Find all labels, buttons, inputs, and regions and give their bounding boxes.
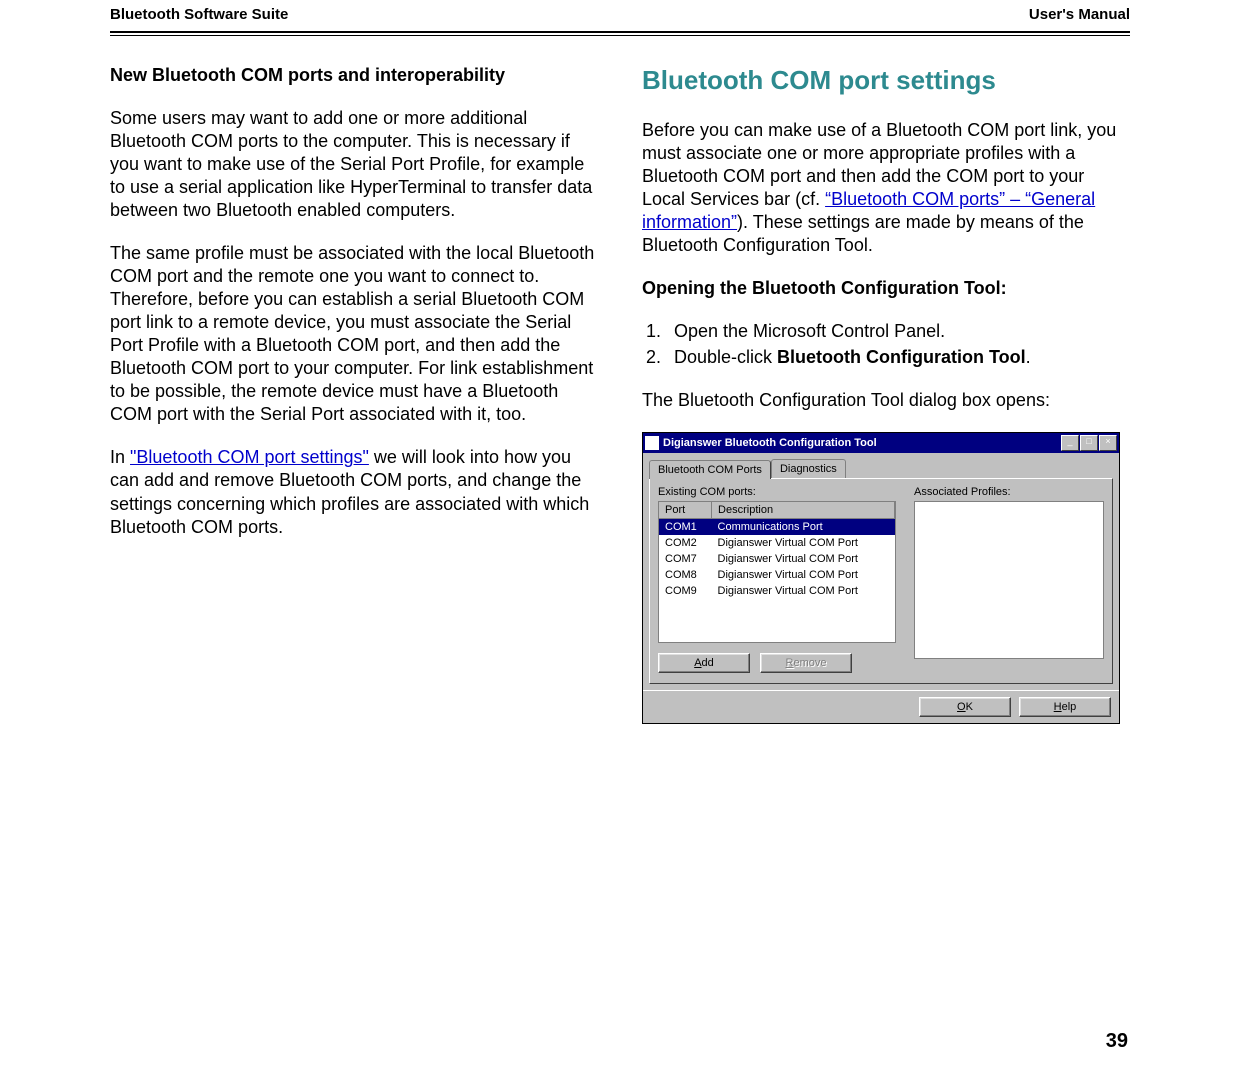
minimize-button[interactable]: _ — [1061, 435, 1079, 451]
right-p1: Before you can make use of a Bluetooth C… — [642, 119, 1130, 257]
tab-com-ports[interactable]: Bluetooth COM Ports — [649, 460, 771, 479]
table-row[interactable]: COM2 Digianswer Virtual COM Port — [659, 535, 895, 551]
ok-button[interactable]: OK — [919, 697, 1011, 717]
cell-desc: Communications Port — [712, 518, 895, 535]
open-heading: Opening the Bluetooth Configuration Tool… — [642, 277, 1130, 300]
field-row: Existing COM ports: Port Description — [658, 485, 1104, 673]
profiles-label: Associated Profiles: — [914, 485, 1104, 499]
existing-label: Existing COM ports: — [658, 485, 896, 499]
header-rule-inner — [110, 35, 1130, 36]
header-left: Bluetooth Software Suite — [110, 6, 288, 23]
tab-diagnostics[interactable]: Diagnostics — [771, 459, 846, 478]
cell-port: COM8 — [659, 567, 712, 583]
com-ports-list[interactable]: Port Description COM1 Communications Por — [658, 501, 896, 643]
add-remove-row: Add Remove — [658, 653, 896, 673]
table-row[interactable]: COM7 Digianswer Virtual COM Port — [659, 551, 895, 567]
header-rule-outer — [110, 31, 1130, 33]
col-port[interactable]: Port — [659, 502, 712, 519]
content-columns: New Bluetooth COM ports and interoperabi… — [110, 64, 1130, 724]
left-heading: New Bluetooth COM ports and interoperabi… — [110, 64, 598, 87]
com-ports-table: Port Description COM1 Communications Por — [659, 502, 895, 599]
steps-list: Open the Microsoft Control Panel. Double… — [642, 320, 1130, 368]
window-controls: _ □ × — [1061, 435, 1117, 451]
page-number: 39 — [1106, 1030, 1128, 1053]
add-button[interactable]: Add — [658, 653, 750, 673]
link-com-port-settings[interactable]: "Bluetooth COM port settings" — [130, 447, 369, 467]
left-p1: Some users may want to add one or more a… — [110, 107, 598, 222]
maximize-button[interactable]: □ — [1080, 435, 1098, 451]
cell-port: COM9 — [659, 583, 712, 599]
table-row[interactable]: COM8 Digianswer Virtual COM Port — [659, 567, 895, 583]
tab-bar: Bluetooth COM Ports Diagnostics — [643, 453, 1119, 478]
cell-desc: Digianswer Virtual COM Port — [712, 535, 895, 551]
manual-page: Bluetooth Software Suite User's Manual N… — [0, 0, 1240, 1075]
cell-port: COM2 — [659, 535, 712, 551]
cell-desc: Digianswer Virtual COM Port — [712, 567, 895, 583]
field-col-right: Associated Profiles: — [914, 485, 1104, 673]
step-2-post: . — [1026, 347, 1031, 367]
left-column: New Bluetooth COM ports and interoperabi… — [110, 64, 598, 724]
section-heading: Bluetooth COM port settings — [642, 64, 1130, 97]
cell-desc: Digianswer Virtual COM Port — [712, 551, 895, 567]
after-steps: The Bluetooth Configuration Tool dialog … — [642, 389, 1130, 412]
left-p3: In "Bluetooth COM port settings" we will… — [110, 446, 598, 538]
step-2-pre: Double-click — [674, 347, 777, 367]
remove-button: Remove — [760, 653, 852, 673]
dialog-window: Digianswer Bluetooth Configuration Tool … — [642, 432, 1120, 724]
help-button[interactable]: Help — [1019, 697, 1111, 717]
add-label: dd — [702, 657, 714, 669]
close-button[interactable]: × — [1099, 435, 1117, 451]
cell-desc: Digianswer Virtual COM Port — [712, 583, 895, 599]
left-p2: The same profile must be associated with… — [110, 242, 598, 426]
profiles-list[interactable] — [914, 501, 1104, 659]
tab-page: Existing COM ports: Port Description — [649, 478, 1113, 684]
dialog-footer: OK Help — [643, 690, 1119, 723]
title-text: Digianswer Bluetooth Configuration Tool — [663, 436, 1061, 450]
cell-port: COM7 — [659, 551, 712, 567]
cell-port: COM1 — [659, 518, 712, 535]
table-row[interactable]: COM9 Digianswer Virtual COM Port — [659, 583, 895, 599]
remove-label: emove — [793, 657, 826, 669]
step-2-bold: Bluetooth Configuration Tool — [777, 347, 1026, 367]
table-row[interactable]: COM1 Communications Port — [659, 518, 895, 535]
left-p3-pre: In — [110, 447, 130, 467]
col-desc[interactable]: Description — [712, 502, 895, 519]
header-right: User's Manual — [1029, 6, 1130, 23]
field-col-left: Existing COM ports: Port Description — [658, 485, 896, 673]
right-column: Bluetooth COM port settings Before you c… — [642, 64, 1130, 724]
titlebar[interactable]: Digianswer Bluetooth Configuration Tool … — [643, 433, 1119, 453]
step-2: Double-click Bluetooth Configuration Too… — [666, 346, 1130, 369]
page-header: Bluetooth Software Suite User's Manual — [110, 0, 1130, 27]
app-icon — [645, 436, 659, 450]
dialog-screenshot: Digianswer Bluetooth Configuration Tool … — [642, 432, 1120, 724]
step-1: Open the Microsoft Control Panel. — [666, 320, 1130, 343]
